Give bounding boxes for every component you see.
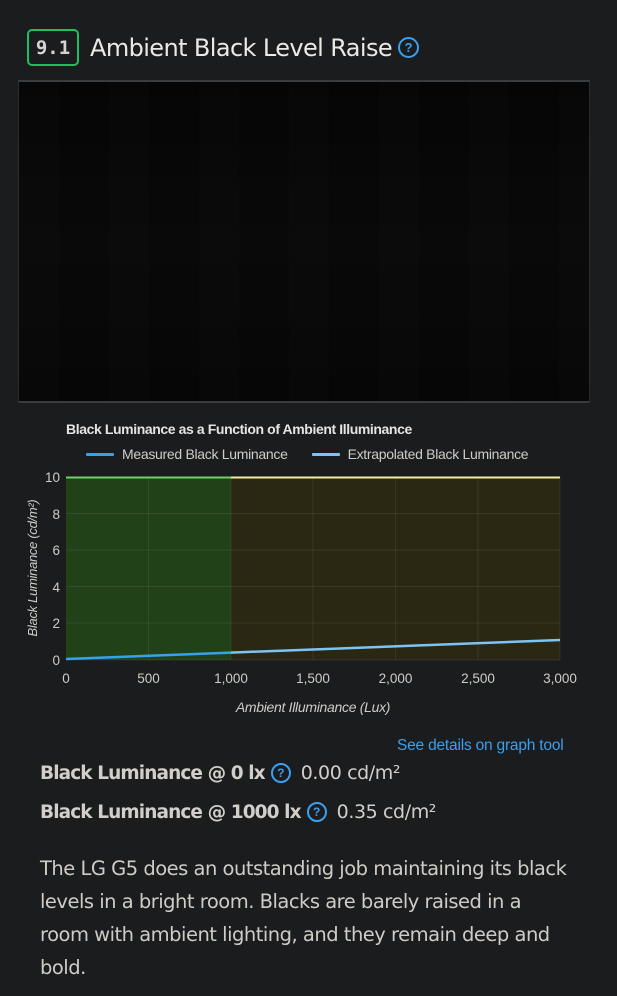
- legend-swatch-extrapolated: [311, 452, 340, 456]
- svg-text:0: 0: [52, 653, 60, 668]
- test-photo[interactable]: [18, 80, 590, 403]
- question-circle-icon[interactable]: ?: [306, 802, 327, 822]
- chart-title: Black Luminance as a Function of Ambient…: [66, 421, 412, 437]
- svg-text:3,000: 3,000: [543, 671, 577, 686]
- legend-label-extrapolated: Extrapolated Black Luminance: [347, 446, 529, 462]
- x-axis-ticks: 0 500 1,000 1,500 2,000 2,500 3,000: [62, 671, 577, 686]
- optimal-region: [66, 477, 231, 660]
- extrapolated-series-line: [230, 638, 561, 654]
- stat-label: Black Luminance @ 0 lx: [40, 762, 266, 784]
- svg-text:2,000: 2,000: [379, 671, 413, 686]
- svg-text:500: 500: [137, 671, 160, 686]
- stat-value: 0.35 cd/m²: [336, 801, 437, 823]
- svg-text:1,000: 1,000: [214, 671, 248, 686]
- svg-text:0: 0: [62, 671, 70, 686]
- chart-legend: Measured Black Luminance Extrapolated Bl…: [86, 446, 552, 462]
- legend-label-measured: Measured Black Luminance: [122, 446, 288, 462]
- section-header: 9.1 Ambient Black Level Raise ?: [27, 29, 420, 66]
- graph-tool-link[interactable]: See details on graph tool: [397, 737, 564, 754]
- legend-item-measured[interactable]: Measured Black Luminance: [86, 446, 288, 462]
- legend-item-extrapolated[interactable]: Extrapolated Black Luminance: [311, 446, 529, 462]
- stat-row-0lx: Black Luminance @ 0 lx ? 0.00 cd/m²: [40, 762, 401, 784]
- section-title: Ambient Black Level Raise: [90, 33, 393, 62]
- measured-series-line: [65, 651, 232, 661]
- svg-text:8: 8: [52, 507, 60, 522]
- svg-text:2: 2: [52, 616, 60, 631]
- review-text: The LG G5 does an outstanding job mainta…: [40, 857, 567, 979]
- stat-row-1000lx: Black Luminance @ 1000 lx ? 0.35 cd/m²: [40, 801, 436, 823]
- x-axis-label: Ambient Illuminance (Lux): [235, 699, 390, 715]
- svg-text:2,500: 2,500: [461, 671, 495, 686]
- line-chart: 10 8 6 4 2 0 0 500 1,000 1,500 2,000 2,5…: [25, 470, 577, 715]
- stat-label: Black Luminance @ 1000 lx: [40, 801, 302, 823]
- score-badge: 9.1: [27, 29, 79, 66]
- svg-text:10: 10: [45, 470, 60, 485]
- stat-value: 0.00 cd/m²: [300, 762, 401, 784]
- y-axis-ticks: 10 8 6 4 2 0: [45, 470, 61, 668]
- question-circle-icon[interactable]: ?: [398, 37, 420, 58]
- y-axis-label: Black Luminance (cd/m²): [25, 500, 40, 637]
- legend-swatch-measured: [86, 452, 114, 456]
- svg-text:1,500: 1,500: [296, 671, 330, 686]
- svg-text:6: 6: [52, 543, 60, 558]
- warning-region: [231, 477, 560, 660]
- grid: [66, 477, 561, 661]
- svg-text:4: 4: [52, 580, 60, 595]
- question-circle-icon[interactable]: ?: [270, 763, 291, 783]
- photo-shading: [19, 82, 589, 401]
